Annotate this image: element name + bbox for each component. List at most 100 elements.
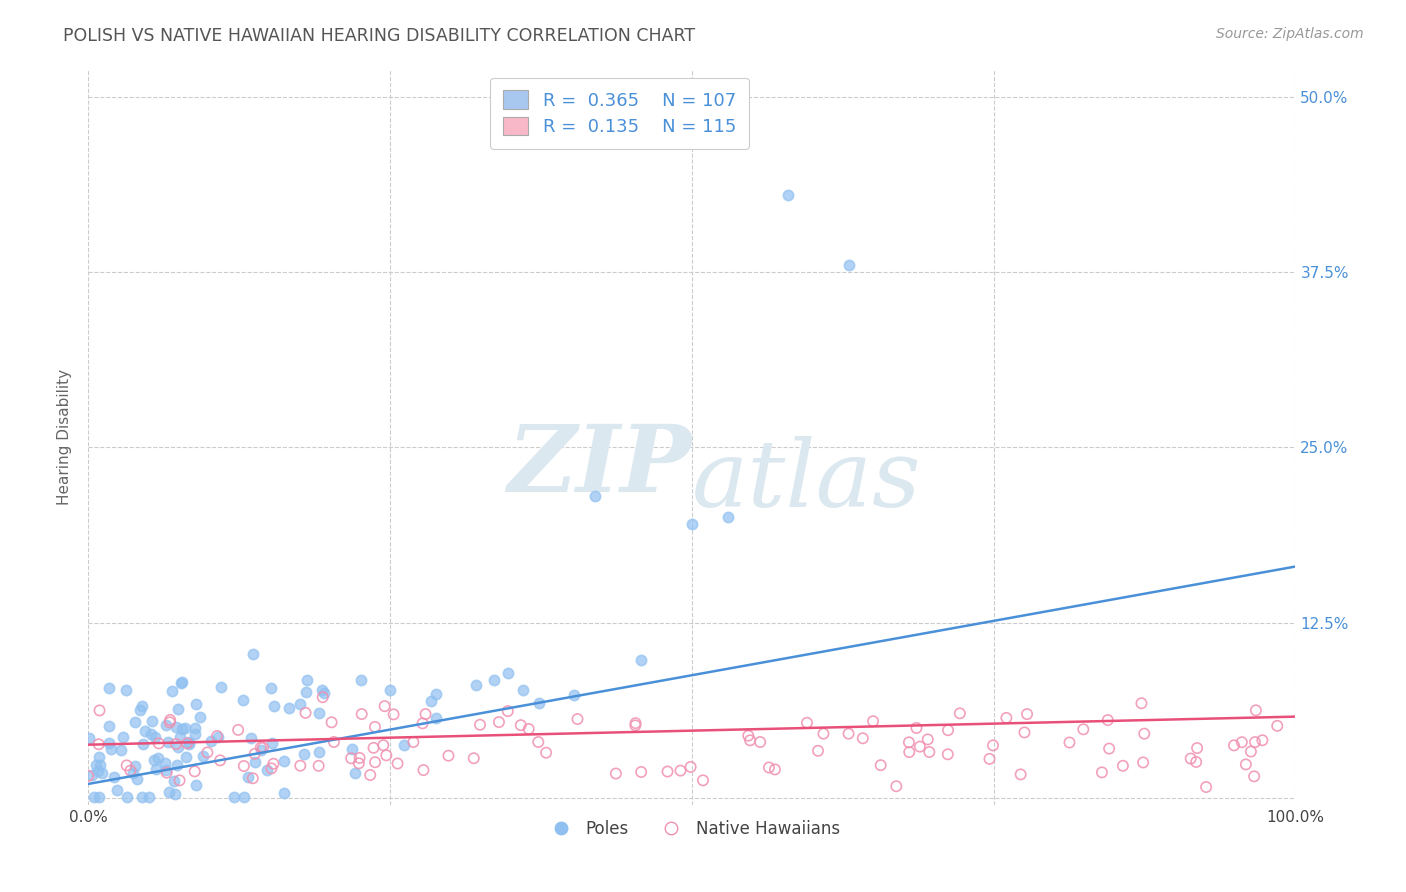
Point <box>205 729 228 743</box>
Point <box>170 723 193 737</box>
Point <box>170 676 193 690</box>
Point <box>1112 759 1135 773</box>
Point <box>425 687 447 701</box>
Point <box>232 789 254 804</box>
Point <box>869 758 891 772</box>
Point <box>207 731 229 745</box>
Point <box>89 757 111 772</box>
Point <box>110 743 132 757</box>
Point <box>260 761 283 775</box>
Point <box>263 756 285 771</box>
Point <box>124 759 146 773</box>
Point <box>155 756 177 771</box>
Point <box>340 741 363 756</box>
Point <box>312 690 335 705</box>
Point <box>166 758 188 772</box>
Point <box>141 727 163 741</box>
Point <box>898 745 921 759</box>
Point <box>184 777 207 791</box>
Point <box>138 789 160 804</box>
Point <box>936 747 959 762</box>
Point <box>838 726 860 740</box>
Point <box>80 768 103 782</box>
Point <box>1185 755 1208 769</box>
Point <box>415 707 437 722</box>
Point <box>1265 719 1288 733</box>
Point <box>692 773 714 788</box>
Point <box>273 754 295 768</box>
Point <box>167 702 190 716</box>
Point <box>83 789 105 804</box>
Point <box>177 737 200 751</box>
Point <box>465 678 488 692</box>
Point <box>249 743 271 757</box>
Point <box>97 719 120 733</box>
Point <box>115 789 138 804</box>
Point <box>156 735 179 749</box>
Point <box>155 763 177 777</box>
Point <box>778 187 800 202</box>
Point <box>796 715 818 730</box>
Point <box>373 738 395 752</box>
Point <box>669 764 692 778</box>
Legend: Poles, Native Hawaiians: Poles, Native Hawaiians <box>537 814 846 845</box>
Point <box>347 756 370 771</box>
Point <box>243 747 266 761</box>
Point <box>184 697 207 711</box>
Point <box>141 714 163 729</box>
Point <box>534 746 557 760</box>
Point <box>425 710 447 724</box>
Point <box>738 733 761 747</box>
Point <box>813 726 835 740</box>
Point <box>1015 707 1038 722</box>
Point <box>908 739 931 754</box>
Point <box>232 693 254 707</box>
Point <box>350 707 373 722</box>
Point <box>624 718 647 732</box>
Point <box>160 683 183 698</box>
Point <box>995 711 1018 725</box>
Point <box>1130 696 1153 710</box>
Point <box>562 688 585 702</box>
Point <box>163 774 186 789</box>
Point <box>949 706 972 721</box>
Point <box>159 713 181 727</box>
Point <box>749 735 772 749</box>
Point <box>127 772 149 787</box>
Text: ZIP: ZIP <box>508 421 692 511</box>
Point <box>188 709 211 723</box>
Point <box>509 718 531 732</box>
Point <box>717 510 740 524</box>
Point <box>1244 703 1267 717</box>
Point <box>131 699 153 714</box>
Point <box>359 768 381 782</box>
Point <box>165 720 187 734</box>
Point <box>380 683 402 698</box>
Point <box>120 764 142 778</box>
Point <box>184 721 207 735</box>
Point <box>763 763 786 777</box>
Point <box>1230 735 1253 749</box>
Point <box>308 746 330 760</box>
Point <box>1185 741 1208 756</box>
Point <box>87 789 110 804</box>
Point <box>195 746 218 760</box>
Point <box>157 784 180 798</box>
Point <box>340 751 363 765</box>
Point <box>242 647 264 661</box>
Point <box>183 764 205 779</box>
Point <box>100 741 122 756</box>
Point <box>79 731 101 746</box>
Point <box>1098 741 1121 756</box>
Point <box>84 757 107 772</box>
Point <box>1010 767 1032 781</box>
Point <box>1091 765 1114 780</box>
Point <box>364 755 387 769</box>
Point <box>290 697 312 711</box>
Point <box>252 740 274 755</box>
Point <box>134 724 156 739</box>
Point <box>1223 739 1246 753</box>
Point <box>463 751 485 765</box>
Point <box>200 734 222 748</box>
Point <box>657 764 679 779</box>
